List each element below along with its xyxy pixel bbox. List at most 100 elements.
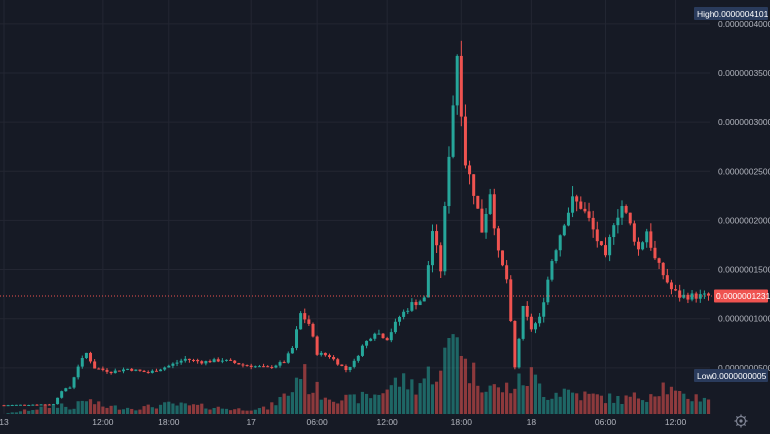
volume-bar: [68, 409, 72, 414]
x-tick-label: 18:00: [451, 417, 473, 427]
candle-body: [10, 404, 14, 406]
volume-bar: [476, 385, 480, 414]
volume-bar: [72, 408, 76, 414]
candle-body: [435, 231, 439, 246]
candle-body: [373, 333, 377, 339]
volume-bar: [294, 377, 299, 414]
candle-body: [39, 404, 43, 406]
candle-body: [608, 237, 612, 256]
volume-bar: [529, 367, 533, 414]
volume-bar: [212, 408, 216, 414]
volume-bar: [14, 412, 18, 414]
volume-bar: [608, 393, 612, 414]
volume-bar: [443, 347, 447, 414]
x-axis[interactable]: 13 12:00 18:00 17 06:00 12:00 18:00 18 06:00 12:0…: [0, 417, 686, 427]
volume-bar: [237, 408, 241, 414]
x-tick-label: 12:00: [92, 417, 114, 427]
volume-bar: [612, 402, 616, 414]
candle-body: [76, 366, 80, 378]
candle-body: [319, 352, 323, 355]
volume-bar: [377, 394, 381, 414]
volume-bar: [422, 378, 426, 414]
candle-body: [669, 282, 673, 290]
candle-body: [117, 370, 121, 372]
candle-body: [410, 302, 414, 311]
volume-bar: [649, 394, 653, 414]
volume-bar: [657, 396, 661, 414]
volume-bar: [179, 402, 183, 414]
volume-bar: [661, 382, 665, 414]
candle-body: [443, 206, 447, 272]
candle-body: [546, 279, 550, 303]
volume-bar: [270, 402, 274, 414]
volume-bar: [311, 392, 315, 414]
volume-bar: [509, 393, 513, 414]
volume-bar: [208, 409, 212, 414]
candle-body: [307, 319, 311, 324]
volume-bar: [191, 404, 196, 414]
candle-body: [447, 156, 451, 207]
last-price-tag-bg: [714, 289, 768, 303]
candle-body: [661, 262, 665, 276]
y-tick-label: 0.0000002500: [718, 166, 770, 176]
candle-body: [385, 338, 389, 341]
volume-bar: [364, 393, 369, 414]
candle-body: [43, 404, 47, 406]
volume-bar: [109, 405, 113, 414]
volume-bar: [410, 379, 414, 414]
volume-bar: [686, 398, 690, 414]
x-tick-label: 06:00: [595, 417, 617, 427]
candle-body: [414, 302, 418, 306]
volume-bar: [525, 386, 529, 414]
volume-bar: [27, 410, 31, 414]
volume-bar: [484, 391, 488, 414]
volume-bar: [319, 399, 323, 414]
volume-bar: [426, 366, 430, 414]
candle-body: [286, 353, 290, 363]
volume-bar: [459, 355, 463, 414]
candle-body: [249, 365, 253, 368]
candle-body: [632, 223, 636, 242]
volume-bar: [200, 403, 204, 414]
volume-bar: [261, 406, 266, 414]
volume-bar: [187, 405, 191, 414]
candle-body: [327, 355, 331, 357]
volume-bar: [550, 398, 554, 414]
x-tick-label: 18:00: [158, 417, 180, 427]
volume-bar: [332, 401, 336, 414]
volume-bar: [60, 403, 64, 414]
candle-body: [138, 369, 142, 371]
candle-body: [89, 352, 93, 362]
candle-body: [233, 360, 237, 363]
volume-bar: [121, 409, 126, 414]
candle-body: [47, 404, 51, 406]
candle-body: [517, 338, 521, 368]
candle-body: [14, 404, 18, 406]
volume-bar: [698, 401, 702, 414]
candle-body: [566, 212, 570, 226]
volume-bar: [414, 394, 418, 414]
volume-bar: [480, 392, 484, 414]
candle-body: [369, 338, 373, 341]
volume-bar: [315, 381, 319, 414]
candle-body: [60, 391, 64, 398]
candle-body: [612, 225, 616, 238]
candle-body: [418, 301, 422, 306]
candle-body: [430, 231, 434, 266]
candle-body: [336, 359, 340, 365]
settings-gear-icon[interactable]: [734, 414, 748, 428]
x-tick-label: 12:00: [377, 417, 399, 427]
volume-bar: [253, 409, 257, 414]
volume-bar: [348, 394, 352, 414]
volume-bar: [562, 388, 566, 414]
candle-body: [451, 105, 455, 157]
volume-bar: [533, 374, 538, 414]
volume-bar: [134, 410, 138, 414]
candle-body: [463, 116, 467, 166]
candle-body: [220, 360, 224, 362]
y-axis[interactable]: 0.0000000500 0.0000001000 0.0000001500 0.00…: [718, 19, 770, 373]
volume-bar: [632, 392, 636, 414]
candle-body: [492, 194, 496, 229]
